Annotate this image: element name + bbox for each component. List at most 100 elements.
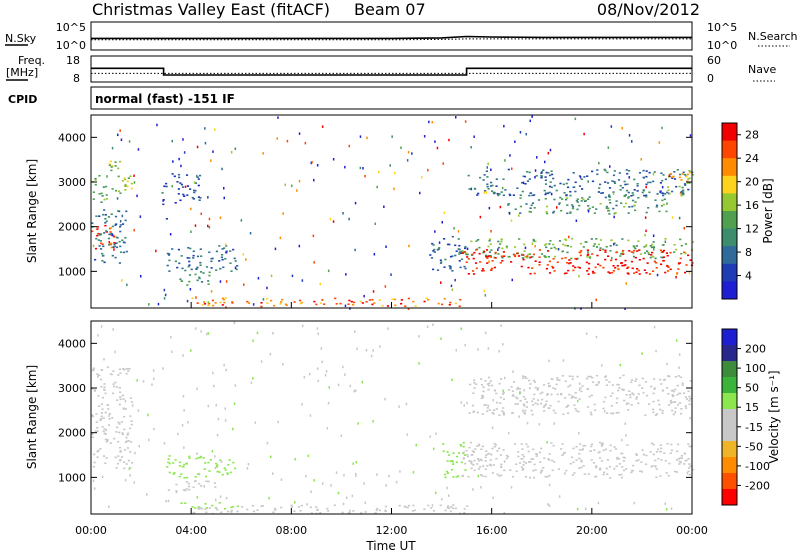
noise-line-0 bbox=[91, 35, 692, 40]
noise-panel-frame bbox=[90, 21, 693, 51]
power-region-1 bbox=[91, 209, 128, 264]
nave-tick-high: 60 bbox=[707, 54, 721, 67]
date-label: 08/Nov/2012 bbox=[597, 0, 700, 19]
xtick-label-6: 00:00 bbox=[676, 524, 708, 537]
power-cbar-label-4: 20 bbox=[745, 176, 759, 189]
nave-tick-low: 0 bbox=[707, 72, 714, 85]
noise-right-label: N.Search bbox=[748, 30, 798, 43]
velocity-region-6 bbox=[461, 441, 694, 479]
freq-tick-low: 8 bbox=[73, 72, 80, 85]
velocity-region-1 bbox=[166, 455, 237, 479]
velocity-ylabel: Slant Range [km] bbox=[25, 365, 39, 469]
velocity-x-axis: 00:00 04:00 08:00 12:00 16:00 20:00 00:00 bbox=[75, 302, 708, 537]
power-cbar-cell-0 bbox=[722, 123, 737, 142]
power-speckle bbox=[92, 115, 692, 310]
velocity-cbar-label-7: -200 bbox=[745, 479, 770, 492]
velocity-ytick-label-0: 1000 bbox=[58, 471, 86, 484]
noise-panel: N.Sky 10^5 10^0 10^5 10^0 N.Search bbox=[5, 21, 798, 52]
velocity-cbar-label-6: -100 bbox=[745, 460, 770, 473]
velocity-colorbar: 200 100 50 15 -15 -50 -100 -200 bbox=[721, 328, 770, 506]
power-cbar-label-0: 4 bbox=[745, 270, 752, 283]
xtick-label-1: 04:00 bbox=[175, 524, 207, 537]
frequency-panel: Freq. [MHz] 18 8 60 0 Nave bbox=[6, 54, 776, 85]
velocity-region-4 bbox=[192, 504, 469, 515]
power-region-7 bbox=[171, 173, 202, 204]
cpid-value: normal (fast) -151 IF bbox=[95, 92, 235, 106]
velocity-cbar-label-2: 50 bbox=[745, 382, 759, 395]
power-cbar-frame bbox=[721, 122, 738, 300]
power-region-14 bbox=[667, 169, 695, 197]
power-cbar-cell-9 bbox=[722, 281, 737, 300]
noise-series bbox=[91, 35, 692, 41]
velocity-ytick-label-3: 4000 bbox=[58, 337, 86, 350]
velocity-region-7 bbox=[468, 374, 692, 416]
power-cbar-cell-3 bbox=[722, 175, 737, 194]
velocity-cbar-cell-5 bbox=[722, 409, 737, 426]
power-ylabel: Slant Range [km] bbox=[25, 159, 39, 263]
power-cbar-label-3: 16 bbox=[745, 199, 759, 212]
power-ytick-label-1: 2000 bbox=[58, 221, 86, 234]
nave-label: Nave bbox=[748, 63, 776, 76]
freq-unit-label: [MHz] bbox=[6, 66, 38, 79]
velocity-heatmap bbox=[91, 321, 694, 515]
velocity-speckle bbox=[92, 321, 691, 515]
power-cbar-cell-1 bbox=[722, 140, 737, 159]
xtick-label-4: 16:00 bbox=[476, 524, 508, 537]
velocity-cbar-cell-0 bbox=[722, 329, 737, 346]
xtick-label-2: 08:00 bbox=[275, 524, 307, 537]
power-cbar-cell-4 bbox=[722, 193, 737, 212]
noise-left-tick-high: 10^5 bbox=[56, 21, 86, 34]
power-ytick-label-3: 4000 bbox=[58, 131, 86, 144]
velocity-cbar-cell-6 bbox=[722, 425, 737, 442]
velocity-cbar-label-0: 200 bbox=[745, 343, 766, 356]
velocity-cbar-cell-8 bbox=[722, 457, 737, 474]
velocity-ytick-label-1: 2000 bbox=[58, 427, 86, 440]
velocity-cbar-cell-2 bbox=[722, 361, 737, 378]
power-region-3 bbox=[108, 160, 133, 194]
frequency-series bbox=[91, 67, 692, 76]
velocity-xlabel: Time UT bbox=[365, 539, 416, 553]
freq-line bbox=[91, 67, 692, 76]
xtick-label-0: 00:00 bbox=[75, 524, 107, 537]
power-panel: 1000 2000 3000 4000 Slant Range [km] 4 8 12 16… bbox=[25, 114, 775, 310]
power-cbar-cell-2 bbox=[722, 158, 737, 177]
velocity-cbar-label-1: 100 bbox=[745, 362, 766, 375]
power-region-5 bbox=[166, 245, 239, 273]
power-region-11 bbox=[462, 249, 694, 275]
power-cbar-label-1: 8 bbox=[745, 246, 752, 259]
noise-left-tick-low: 10^0 bbox=[56, 39, 86, 52]
power-region-8 bbox=[191, 297, 462, 308]
power-ytick-label-2: 3000 bbox=[58, 176, 86, 189]
power-cbar-cell-5 bbox=[722, 211, 737, 230]
xtick-label-5: 20:00 bbox=[576, 524, 608, 537]
power-cbar-cell-7 bbox=[722, 246, 737, 265]
velocity-cbar-cell-4 bbox=[722, 393, 737, 410]
velocity-cbar-label-3: 15 bbox=[745, 401, 759, 414]
power-cbar-cell-6 bbox=[722, 228, 737, 247]
beam-label: Beam 07 bbox=[354, 0, 426, 19]
velocity-ytick-label-2: 3000 bbox=[58, 382, 86, 395]
power-colorbar-label: Power [dB] bbox=[761, 178, 775, 243]
velocity-cbar-cell-3 bbox=[722, 377, 737, 394]
velocity-region-2 bbox=[167, 480, 217, 492]
power-cbar-label-5: 24 bbox=[745, 152, 759, 165]
velocity-panel-frame bbox=[90, 320, 693, 515]
velocity-cbar-frame bbox=[721, 328, 738, 506]
noise-left-label: N.Sky bbox=[5, 32, 37, 45]
velocity-cbar-label-4: -15 bbox=[745, 421, 763, 434]
noise-right-tick-high: 10^5 bbox=[707, 21, 737, 34]
power-cbar-cell-8 bbox=[722, 263, 737, 282]
velocity-region-0 bbox=[91, 366, 134, 470]
velocity-cbar-label-5: -50 bbox=[745, 440, 763, 453]
station-title: Christmas Valley East (fitACF) bbox=[92, 0, 330, 19]
velocity-cbar-cell-9 bbox=[722, 473, 737, 490]
power-y-axis: 1000 2000 3000 4000 bbox=[58, 131, 692, 278]
cpid-frame bbox=[90, 86, 693, 110]
freq-tick-high: 18 bbox=[66, 54, 80, 67]
xtick-label-3: 12:00 bbox=[376, 524, 408, 537]
noise-right-tick-low: 10^0 bbox=[707, 39, 737, 52]
velocity-cbar-cell-10 bbox=[722, 489, 737, 506]
power-heatmap bbox=[91, 115, 695, 310]
